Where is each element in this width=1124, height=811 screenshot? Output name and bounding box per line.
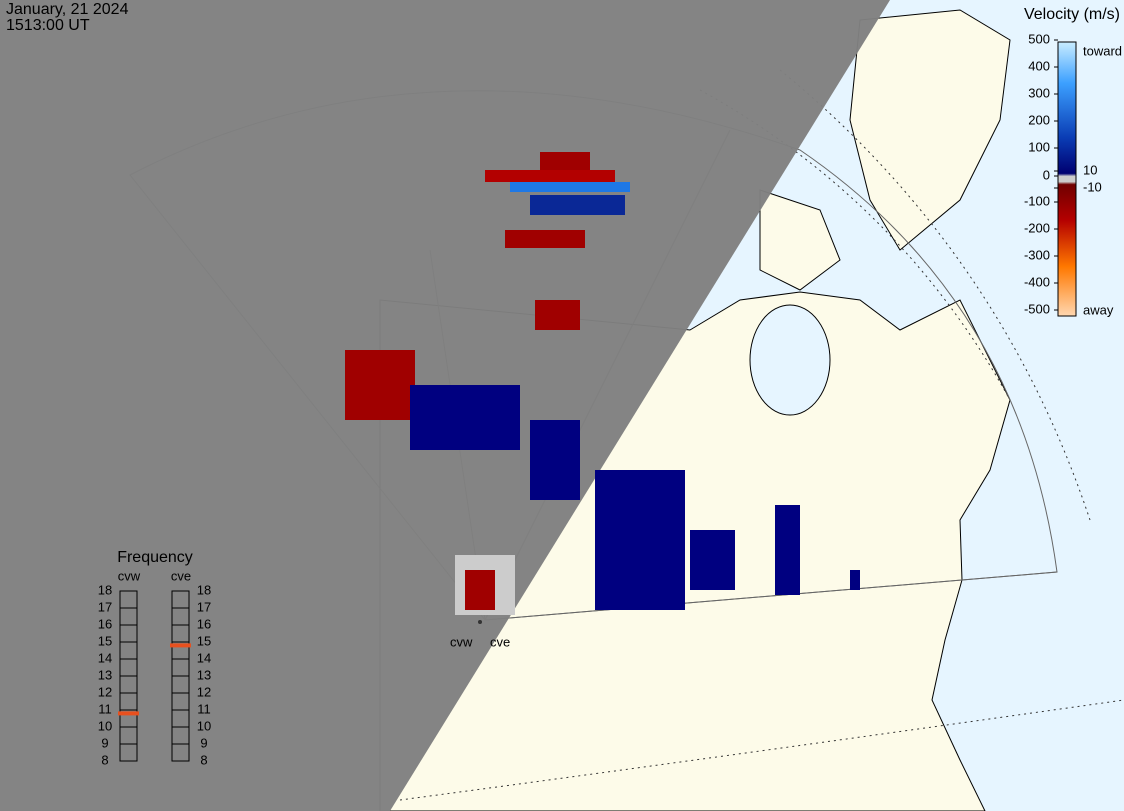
echo-cell [505,230,585,248]
frequency-tick-label: 15 [98,633,112,648]
velocity-tick-label: 200 [1028,112,1050,127]
velocity-tick-label: -200 [1024,220,1050,235]
velocity-tick-label: 100 [1028,139,1050,154]
hudson-bay [749,304,831,416]
frequency-tick-label: 10 [98,718,112,733]
echo-cell [535,300,580,330]
velocity-tick-label: 500 [1028,31,1050,46]
velocity-tick-label: -500 [1024,301,1050,316]
frequency-marker [170,643,191,648]
frequency-tick-label: 10 [197,718,211,733]
velocity-tick-label: -100 [1024,193,1050,208]
frequency-panel: cvw 8 9 10 11 12 13 14 15 16 17 18 cve 8 9 10 11 12 13 14 15… [98,568,211,767]
velocity-tick-label: -10 [1083,179,1102,194]
frequency-tick-label: 16 [98,616,112,631]
velocity-tick-label: 300 [1028,85,1050,100]
velocity-tick-label: 10 [1083,162,1097,177]
greenland [849,9,1011,251]
frequency-tick-label: 8 [200,752,207,767]
frequency-tick-label: 9 [101,735,108,750]
echo-cell [540,152,590,170]
radar-echoes [345,152,860,615]
echo-cell [485,170,615,182]
away-label: away [1083,302,1114,317]
velocity-tick-label: 400 [1028,58,1050,73]
echo-cell [530,420,580,500]
radar-label: cvw [450,634,473,649]
frequency-tick-label: 11 [197,701,211,716]
echo-cell [850,570,860,590]
latitude-line [779,69,1091,521]
baffin-island [759,189,841,291]
frequency-tick-label: 9 [200,735,207,750]
frequency-tick-label: 8 [101,752,108,767]
frequency-tick-label: 16 [197,616,211,631]
echo-cell [775,505,800,595]
frequency-tick-label: 11 [98,701,112,716]
radar-name: cvw [118,568,141,583]
velocity-title: Velocity (m/s) [1024,6,1120,23]
frequency-tick-label: 13 [197,667,211,682]
velocity-colorbar [1057,41,1077,317]
frequency-marker [118,711,139,716]
echo-cell [510,182,630,192]
velocity-tick-label: -400 [1024,274,1050,289]
frequency-tick-label: 14 [197,650,211,665]
echo-cell [530,195,625,215]
time: 1513:00 UT [6,17,90,34]
echo-cell [410,385,520,450]
frequency-tick-label: 12 [98,684,112,699]
frequency-tick-label: 17 [98,599,112,614]
frequency-tick-label: 15 [197,633,211,648]
radar-name: cve [171,568,191,583]
toward-label: toward [1083,43,1122,58]
echo-cell [345,350,415,420]
echo-cell [690,530,735,590]
frequency-tick-label: 13 [98,667,112,682]
date: January, 21 2024 [6,1,129,18]
velocity-ticks: 500400300200100100-10-100-200-300-400-50… [1024,31,1102,316]
radar-site [478,620,482,624]
velocity-tick-label: 0 [1043,167,1050,182]
frequency-tick-label: 14 [98,650,112,665]
echo-cell [465,570,495,610]
frequency-tick-label: 18 [197,582,211,597]
frequency-tick-label: 18 [98,582,112,597]
velocity-tick-label: -300 [1024,247,1050,262]
frequency-title: Frequency [117,549,193,566]
frequency-tick-label: 12 [197,684,211,699]
frequency-tick-label: 17 [197,599,211,614]
echo-cell [595,470,685,610]
radar-label: cve [490,634,510,649]
